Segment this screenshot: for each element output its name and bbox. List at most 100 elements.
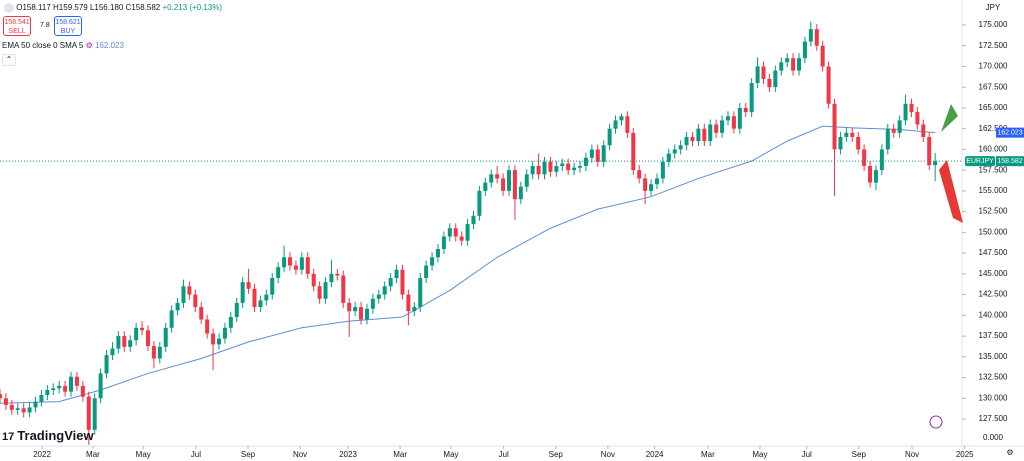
candle-body bbox=[489, 174, 494, 183]
x-tick-label: Nov bbox=[293, 450, 307, 459]
y-tick-label: 135.000 bbox=[979, 352, 1008, 361]
ema-badge bbox=[996, 127, 1024, 138]
y-tick-label: 130.000 bbox=[979, 393, 1008, 402]
candle-body bbox=[9, 404, 14, 410]
x-tick-label: Nov bbox=[905, 450, 919, 459]
y-tick-label: 145.000 bbox=[979, 269, 1008, 278]
candle-body bbox=[394, 269, 399, 279]
x-tick-label: 2023 bbox=[339, 450, 357, 459]
candle-body bbox=[820, 45, 825, 67]
candle-body bbox=[199, 307, 204, 320]
x-tick-label: Jul bbox=[802, 450, 812, 459]
candle-body bbox=[548, 161, 553, 172]
candle-body bbox=[708, 124, 713, 142]
candle-body bbox=[560, 163, 565, 167]
candle-body bbox=[755, 66, 760, 84]
spread: 7.8 bbox=[40, 22, 50, 29]
candle-body bbox=[181, 286, 186, 303]
candle-body bbox=[282, 257, 287, 268]
candle-body bbox=[234, 302, 239, 318]
candle-body bbox=[288, 257, 293, 266]
candle-body bbox=[873, 170, 878, 183]
candle-body bbox=[495, 174, 500, 179]
candle-body bbox=[311, 273, 316, 287]
candle-body bbox=[595, 149, 600, 162]
candle-body bbox=[104, 355, 109, 374]
candle-body bbox=[246, 282, 251, 289]
candle-body bbox=[376, 294, 381, 299]
candle-body bbox=[370, 298, 375, 309]
candle-body bbox=[435, 248, 440, 258]
candle-body bbox=[524, 174, 529, 187]
candle-body bbox=[359, 307, 364, 320]
candle-body bbox=[335, 273, 340, 276]
ema-badge-text: 162.023 bbox=[997, 129, 1022, 136]
currency-label: JPY bbox=[986, 3, 1001, 12]
buy-button[interactable]: 158.621 BUY bbox=[54, 16, 82, 36]
candle-body bbox=[33, 401, 38, 408]
y-tick-label: 147.500 bbox=[979, 248, 1008, 257]
candle-body bbox=[909, 103, 914, 113]
candle-body bbox=[891, 128, 896, 133]
candle-body bbox=[927, 136, 932, 166]
candle-body bbox=[725, 116, 730, 121]
sell-button[interactable]: 158.541 SELL bbox=[3, 16, 31, 36]
candle-body bbox=[252, 288, 257, 308]
x-tick-label: Nov bbox=[601, 450, 615, 459]
x-tick-label: 2022 bbox=[33, 450, 51, 459]
y-tick-label: 157.500 bbox=[979, 165, 1008, 174]
candle-body bbox=[80, 385, 85, 397]
candle-body bbox=[915, 112, 920, 125]
candle-body bbox=[542, 161, 547, 175]
collapse-button[interactable]: ⌃ bbox=[2, 54, 16, 66]
candle-body bbox=[341, 275, 346, 303]
candle-body bbox=[785, 58, 790, 63]
candle-body bbox=[323, 282, 328, 299]
x-tick-label: Mar bbox=[393, 450, 407, 459]
candle-body bbox=[211, 333, 216, 345]
candle-body bbox=[779, 62, 784, 71]
candle-body bbox=[572, 167, 577, 171]
candle-body bbox=[418, 278, 423, 308]
indicator-label: EMA 50 close 0 SMA 5 bbox=[2, 41, 84, 50]
x-tick-label: Jul bbox=[191, 450, 201, 459]
candle-body bbox=[406, 294, 411, 312]
x-tick-label: May bbox=[136, 450, 151, 459]
symbol-icon bbox=[4, 3, 14, 13]
candle-body bbox=[347, 302, 352, 312]
alert-icon[interactable] bbox=[929, 415, 943, 429]
candle-body bbox=[193, 294, 198, 308]
candle-body bbox=[145, 330, 150, 347]
candle-body bbox=[637, 170, 642, 179]
candle-body bbox=[299, 257, 304, 270]
candle-body bbox=[690, 136, 695, 142]
y-tick-label: 165.000 bbox=[979, 103, 1008, 112]
candle-body bbox=[317, 286, 322, 299]
x-tick-label: May bbox=[443, 450, 458, 459]
candle-body bbox=[39, 394, 44, 402]
candle-body bbox=[128, 340, 133, 347]
candle-body bbox=[885, 128, 890, 150]
candle-body bbox=[110, 348, 115, 356]
logo-text: TradingView bbox=[17, 428, 94, 443]
buy-label: BUY bbox=[60, 28, 76, 35]
last-price-text: 158.582 bbox=[997, 158, 1022, 165]
candle-body bbox=[731, 116, 736, 129]
y-tick-label: 142.500 bbox=[979, 290, 1008, 299]
settings-icon[interactable]: ⚙ bbox=[1006, 448, 1013, 457]
candle-body bbox=[518, 186, 523, 200]
candle-body bbox=[228, 317, 233, 328]
candle-body bbox=[293, 265, 298, 270]
candle-body bbox=[134, 327, 139, 341]
candle-body bbox=[921, 124, 926, 137]
sell-label: SELL bbox=[8, 28, 26, 35]
y-tick-label: 132.500 bbox=[979, 373, 1008, 382]
candle-body bbox=[583, 157, 588, 167]
candle-body bbox=[364, 308, 369, 320]
candle-body bbox=[424, 265, 429, 279]
x-tick-label: 2024 bbox=[646, 450, 664, 459]
candle-body bbox=[222, 327, 227, 339]
candle-body bbox=[654, 178, 659, 185]
symbol-badge bbox=[965, 156, 995, 167]
